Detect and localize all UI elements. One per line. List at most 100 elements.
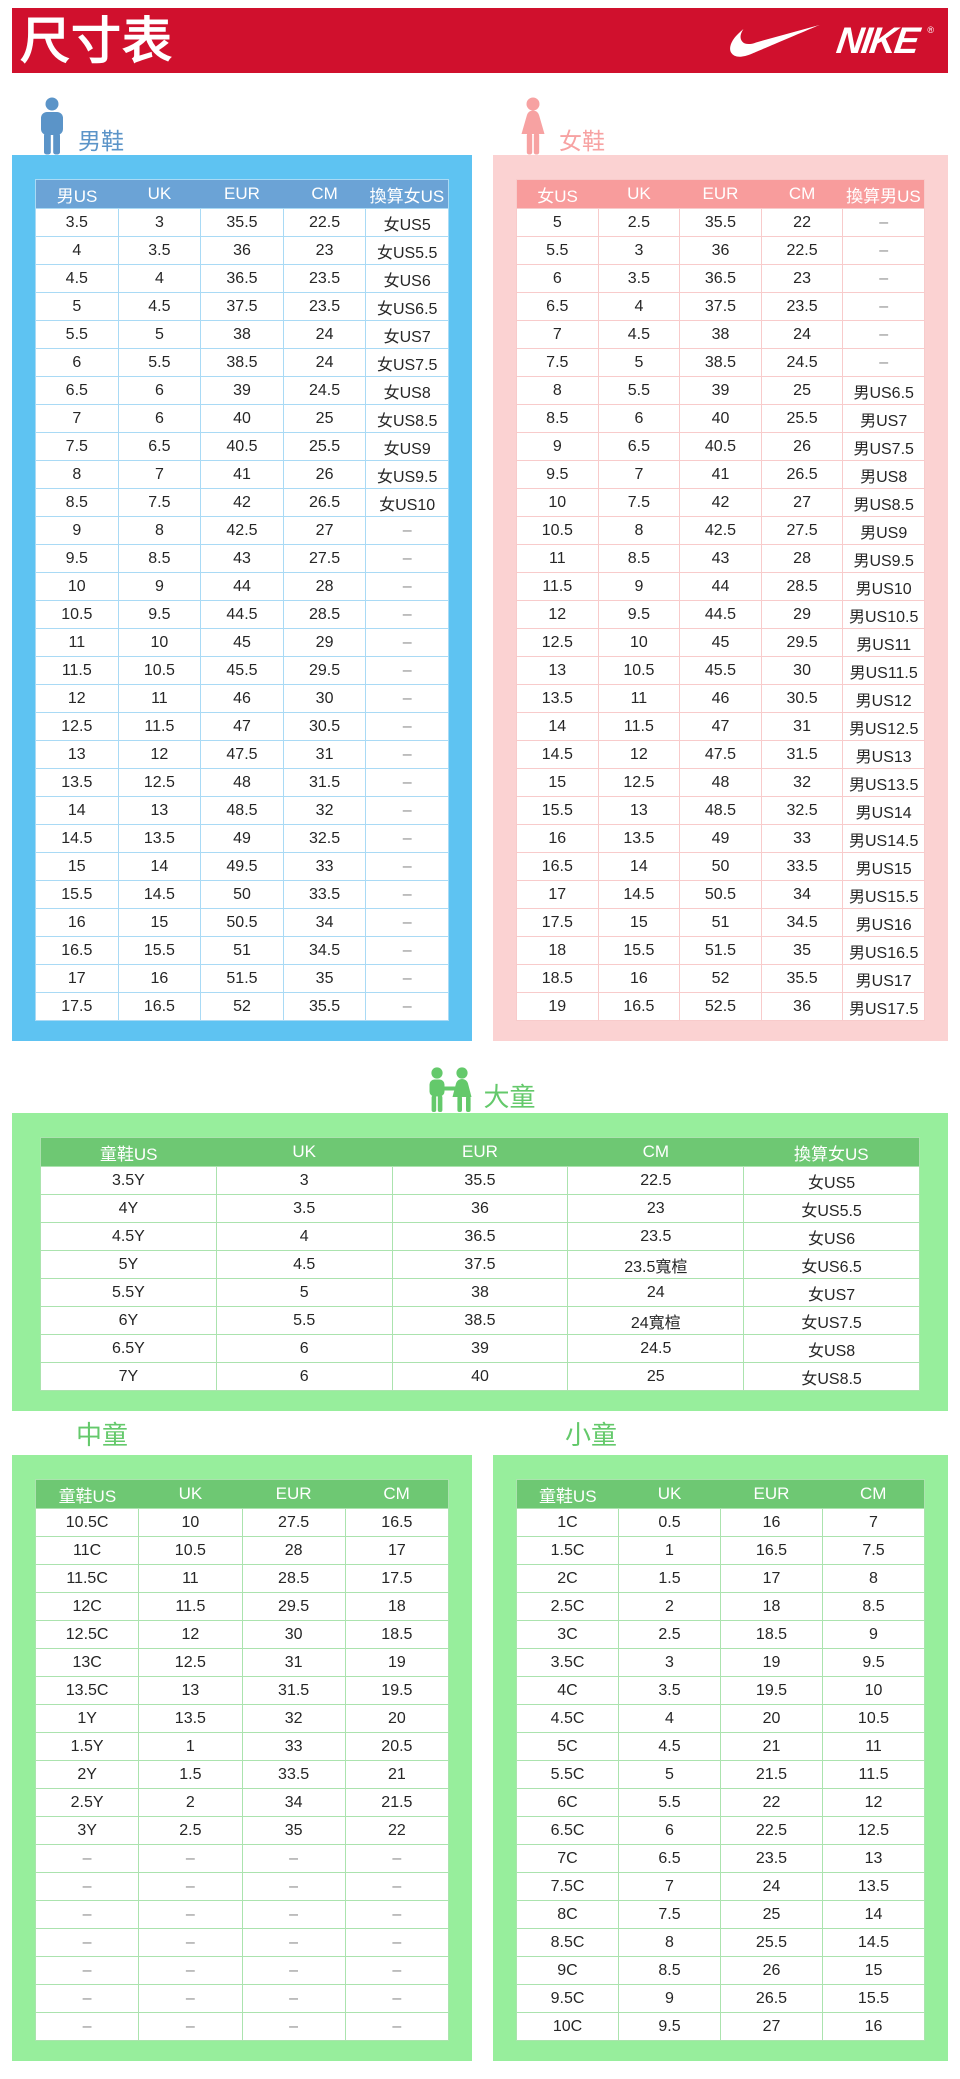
table-cell: 27 — [282, 516, 367, 545]
table-cell: – — [842, 236, 925, 265]
table-cell: 男US9 — [842, 516, 925, 545]
table-cell: 34.5 — [760, 908, 844, 937]
table-row: 15 12.5 48 32 男US13.5 — [516, 768, 925, 797]
table-cell: 42 — [200, 488, 284, 517]
column-header: 換算女US — [365, 179, 449, 209]
table-cell: 11.5 — [516, 572, 599, 601]
table-cell: 22.5 — [282, 208, 367, 237]
table-row: 18 15.5 51.5 35 男US16.5 — [516, 936, 925, 965]
column-header: 童鞋US — [40, 1137, 217, 1167]
table-row: 5.5 5 38 24 女US7 — [35, 320, 449, 349]
table-cell: 49.5 — [200, 852, 284, 881]
table-cell: – — [842, 264, 925, 293]
table-cell: 32 — [282, 796, 367, 825]
header-row: 童鞋US UK EUR CM — [516, 1479, 925, 1509]
table-cell: 5 — [215, 1278, 393, 1307]
table-cell: 8.5 — [597, 544, 681, 573]
table-cell: 12 — [597, 740, 681, 769]
column-header: UK — [138, 1479, 242, 1509]
table-cell: 20 — [720, 1704, 823, 1733]
nike-logo: NIKE ® — [720, 20, 934, 61]
table-row: 6 5.5 38.5 24 女US7.5 — [35, 348, 449, 377]
table-cell: 31 — [241, 1648, 346, 1677]
table-cell: 7.5 — [597, 488, 681, 517]
table-cell: 3 — [215, 1166, 393, 1195]
table-cell: 33 — [760, 824, 844, 853]
table-cell: – — [842, 208, 925, 237]
table-cell: – — [365, 824, 449, 853]
table-cell: 29.5 — [760, 628, 844, 657]
table-row: 10C 9.5 27 16 — [516, 2012, 925, 2041]
table-row: – – – – — [34, 2012, 450, 2041]
table-cell: 6.5Y — [40, 1334, 217, 1363]
table-cell: 9 — [516, 432, 599, 461]
table-cell: 13C — [34, 1648, 140, 1677]
table-cell: 11 — [35, 628, 119, 657]
midkids-panel: 童鞋US UK EUR CM 10.5C 10 27.5 16.5 11C 10.5 28 17 11.… — [12, 1455, 472, 2061]
table-cell: 52 — [200, 992, 284, 1021]
table-cell: 26 — [282, 460, 367, 489]
table-cell: 12 — [35, 684, 119, 713]
table-cell: 48.5 — [200, 796, 284, 825]
table-row: 12.5 10 45 29.5 男US11 — [516, 628, 925, 657]
column-header: 童鞋US — [516, 1479, 619, 1509]
table-cell: 8.5 — [618, 1956, 721, 1985]
table-cell: 5Y — [40, 1250, 217, 1279]
table-cell: 22 — [760, 208, 844, 237]
table-cell: 17 — [516, 880, 599, 909]
table-cell: 36 — [679, 236, 762, 265]
table-cell: 3C — [516, 1620, 619, 1649]
table-cell: 47 — [200, 712, 284, 741]
table-cell: 9.5 — [516, 460, 599, 489]
table-cell: – — [138, 1872, 243, 1901]
table-cell: 12.5 — [138, 1648, 243, 1677]
table-cell: 10.5C — [34, 1508, 140, 1537]
table-cell: – — [241, 1872, 346, 1901]
table-cell: – — [365, 544, 449, 573]
table-row: 14.5 13.5 49 32.5– — [35, 824, 449, 853]
table-cell: 52.5 — [679, 992, 762, 1021]
table-cell: 8 — [597, 516, 681, 545]
table-cell: 36.5 — [200, 264, 284, 293]
table-cell: 5.5 — [117, 348, 202, 377]
table-cell: 15.5 — [516, 796, 599, 825]
table-cell: 4.5 — [215, 1250, 393, 1279]
table-cell: 23.5寬楦 — [567, 1250, 745, 1279]
table-cell: 12.5 — [597, 768, 681, 797]
table-cell: 5 — [117, 320, 202, 349]
table-row: – – – – — [34, 1900, 450, 1929]
table-cell: 17 — [344, 1536, 450, 1565]
table-row: 7 6 40 25 女US8.5 — [35, 404, 449, 433]
table-cell: 16.5 — [117, 992, 202, 1021]
table-cell: 15.5 — [597, 936, 681, 965]
table-cell: 23 — [760, 264, 844, 293]
table-cell: 4Y — [40, 1194, 217, 1223]
table-cell: – — [34, 1956, 140, 1985]
table-row: 10.5 9.5 44.5 28.5– — [35, 600, 449, 629]
table-cell: 29 — [760, 600, 844, 629]
table-cell: 52 — [679, 964, 762, 993]
table-cell: 男US9.5 — [842, 544, 925, 573]
table-row: 8.5 6 40 25.5 男US7 — [516, 404, 925, 433]
table-cell: 3.5 — [618, 1676, 721, 1705]
table-cell: 10 — [516, 488, 599, 517]
table-cell: 女US7 — [743, 1278, 920, 1307]
table-cell: 7.5 — [35, 432, 119, 461]
table-cell: 4 — [35, 236, 119, 265]
table-cell: 13.5 — [117, 824, 202, 853]
table-cell: 男US12 — [842, 684, 925, 713]
table-cell: – — [365, 796, 449, 825]
table-cell: 13.5 — [35, 768, 119, 797]
table-cell: 31.5 — [760, 740, 844, 769]
section-label-men: 男鞋 — [78, 128, 124, 154]
table-cell: 23.5 — [282, 292, 367, 321]
table-cell: 女US9 — [365, 432, 449, 461]
table-cell: – — [365, 628, 449, 657]
table-row: 6.5 4 37.5 23.5– — [516, 292, 925, 321]
table-cell: 9.5 — [597, 600, 681, 629]
bigkids-size-table: 童鞋US UK EUR CM 換算女US 3.5Y 3 35.5 22.5 女US5 4Y 3.5 36… — [40, 1137, 920, 1391]
section-label-bigkids: 大童 — [483, 1082, 536, 1112]
table-cell: 24 — [567, 1278, 745, 1307]
table-row: 7 4.5 38 24– — [516, 320, 925, 349]
